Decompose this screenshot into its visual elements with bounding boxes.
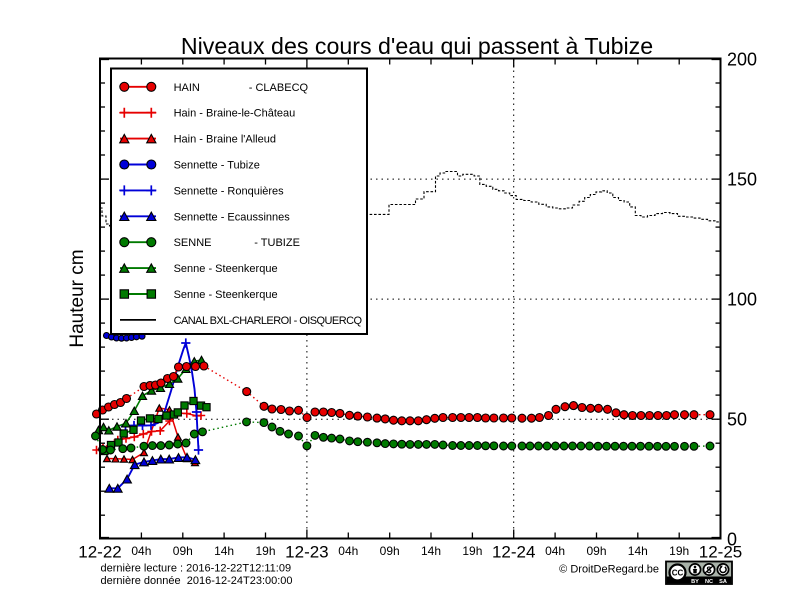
svg-text:09h: 09h bbox=[380, 544, 400, 558]
svg-text:09h: 09h bbox=[586, 544, 606, 558]
svg-text:19h: 19h bbox=[462, 544, 482, 558]
svg-text:Sennette - Tubize: Sennette - Tubize bbox=[174, 160, 260, 172]
svg-text:150: 150 bbox=[727, 169, 757, 189]
svg-text:dernière lecture : 2016-12-22T: dernière lecture : 2016-12-22T12:11:09 bbox=[101, 563, 292, 575]
svg-text:04h: 04h bbox=[131, 544, 151, 558]
svg-text:04h: 04h bbox=[545, 544, 565, 558]
svg-text:BY: BY bbox=[691, 579, 699, 585]
svg-text:Sennette - Ronquières: Sennette - Ronquières bbox=[174, 185, 285, 197]
svg-text:12-25: 12-25 bbox=[699, 543, 742, 562]
svg-text:NC: NC bbox=[705, 579, 713, 585]
svg-text:© DroitDeRegard.be: © DroitDeRegard.be bbox=[559, 564, 659, 576]
svg-text:12-24: 12-24 bbox=[492, 543, 535, 562]
svg-text:SA: SA bbox=[719, 579, 727, 585]
svg-text:04h: 04h bbox=[338, 544, 358, 558]
svg-text:Senne - Steenkerque: Senne - Steenkerque bbox=[174, 263, 278, 275]
svg-text:Sennette - Ecaussinnes: Sennette - Ecaussinnes bbox=[174, 211, 291, 223]
svg-text:14h: 14h bbox=[214, 544, 234, 558]
svg-text:Niveaux des cours d'eau qui pa: Niveaux des cours d'eau qui passent à Tu… bbox=[181, 33, 653, 59]
svg-text:0: 0 bbox=[727, 530, 737, 550]
svg-text:09h: 09h bbox=[173, 544, 193, 558]
svg-text:12-22: 12-22 bbox=[78, 543, 121, 562]
svg-text:14h: 14h bbox=[628, 544, 648, 558]
svg-text:200: 200 bbox=[727, 49, 757, 69]
svg-text:100: 100 bbox=[727, 289, 757, 309]
svg-text:Hauteur cm: Hauteur cm bbox=[67, 249, 88, 347]
svg-text:Hain - Braine l'Alleud: Hain - Braine l'Alleud bbox=[174, 134, 276, 146]
svg-text:50: 50 bbox=[727, 410, 747, 430]
svg-text:CANAL BXL-CHARLEROI - OISQUER: CANAL BXL-CHARLEROI - OISQUERCQ bbox=[174, 315, 363, 327]
svg-text:Hain - Braine-le-Château: Hain - Braine-le-Château bbox=[174, 108, 296, 120]
svg-text:Senne - Steenkerque: Senne - Steenkerque bbox=[174, 289, 278, 301]
svg-text:dernière donnée 2016-12-24T23: dernière donnée 2016-12-24T23:00:00 bbox=[101, 575, 293, 587]
svg-text:12-23: 12-23 bbox=[285, 543, 328, 562]
svg-text:19h: 19h bbox=[255, 544, 275, 558]
svg-text:CC: CC bbox=[672, 569, 684, 578]
svg-text:SENNE - TUBIZE: SENNE - TUBIZE bbox=[174, 237, 300, 249]
svg-text:19h: 19h bbox=[669, 544, 689, 558]
svg-text:HAIN - CLABECQ: HAIN - CLABECQ bbox=[174, 82, 309, 94]
svg-text:14h: 14h bbox=[421, 544, 441, 558]
